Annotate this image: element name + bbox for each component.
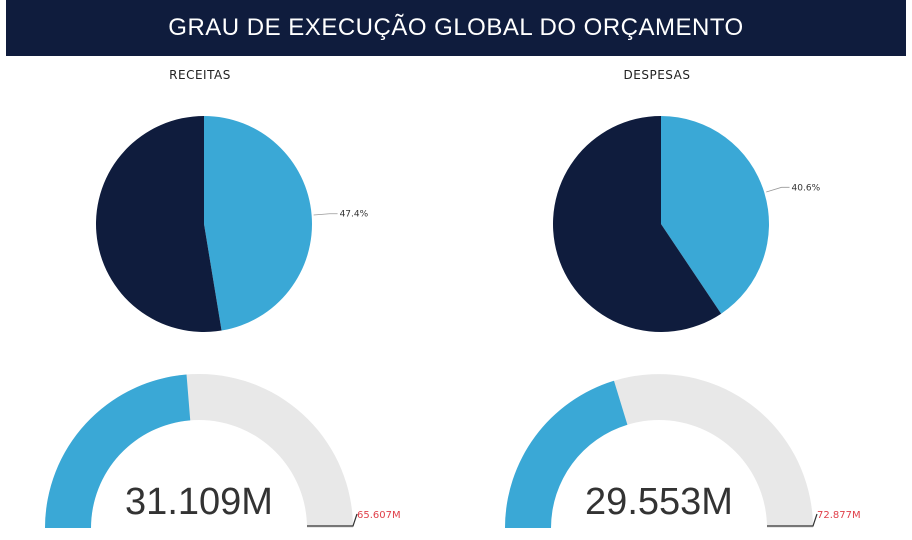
despesas-pie-leader-line — [766, 186, 790, 193]
receitas-gauge-max-label: 65.607M — [357, 510, 401, 521]
report-title: GRAU DE EXECUÇÃO GLOBAL DO ORÇAMENTO — [168, 14, 744, 41]
receitas-gauge-fill — [45, 374, 191, 528]
receitas-pie-slice-0 — [204, 116, 313, 331]
despesas-gauge-target-marker — [767, 513, 818, 527]
despesas-label: DESPESAS — [623, 68, 691, 82]
receitas-label: RECEITAS — [169, 68, 231, 82]
despesas-pie-data-label: 40.6% — [792, 183, 821, 193]
despesas-gauge-max-label: 72.877M — [817, 510, 861, 521]
despesas-pie-slice-1 — [553, 116, 722, 332]
receitas-gauge-value: 31.109M — [125, 481, 273, 523]
receitas-pie-data-label: 47.4% — [340, 210, 369, 220]
receitas-pie-leader-line — [313, 213, 338, 216]
receitas-pie-slice-1 — [96, 116, 222, 332]
despesas-pie-slice-0 — [661, 116, 769, 314]
despesas-gauge-fill — [505, 380, 628, 528]
despesas-gauge-value: 29.553M — [585, 481, 733, 523]
receitas-gauge-target-marker — [307, 513, 358, 527]
report-header: GRAU DE EXECUÇÃO GLOBAL DO ORÇAMENTO — [6, 0, 906, 56]
